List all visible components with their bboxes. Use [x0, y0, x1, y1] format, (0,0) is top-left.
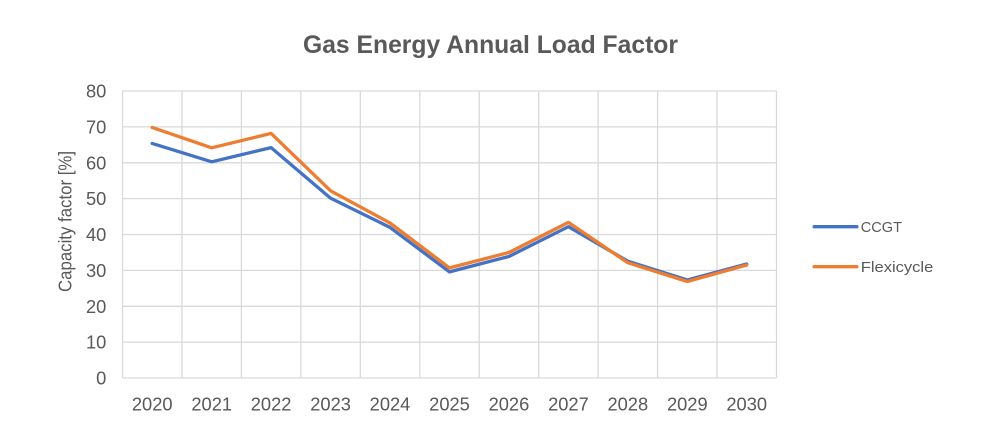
- svg-text:2021: 2021: [191, 394, 232, 415]
- svg-text:2026: 2026: [489, 394, 530, 415]
- svg-text:2022: 2022: [251, 394, 292, 415]
- svg-text:2025: 2025: [429, 394, 470, 415]
- svg-text:40: 40: [86, 224, 106, 245]
- svg-text:Gas Energy Annual Load Factor: Gas Energy Annual Load Factor: [303, 31, 678, 59]
- svg-text:2024: 2024: [370, 394, 411, 415]
- svg-text:70: 70: [86, 117, 106, 138]
- svg-text:50: 50: [86, 188, 106, 209]
- svg-text:80: 80: [86, 81, 106, 102]
- svg-text:30: 30: [86, 260, 106, 281]
- svg-text:2023: 2023: [310, 394, 351, 415]
- svg-text:Capacity factor [%]: Capacity factor [%]: [55, 151, 76, 292]
- svg-text:2029: 2029: [667, 394, 708, 415]
- svg-text:Flexicycle: Flexicycle: [861, 259, 934, 276]
- svg-text:2028: 2028: [607, 394, 648, 415]
- svg-text:10: 10: [86, 332, 106, 353]
- svg-text:2027: 2027: [548, 394, 589, 415]
- svg-text:2030: 2030: [726, 394, 767, 415]
- svg-text:CCGT: CCGT: [861, 219, 902, 236]
- svg-text:20: 20: [86, 296, 106, 317]
- svg-text:0: 0: [96, 368, 106, 389]
- svg-text:2020: 2020: [132, 394, 173, 415]
- svg-text:60: 60: [86, 152, 106, 173]
